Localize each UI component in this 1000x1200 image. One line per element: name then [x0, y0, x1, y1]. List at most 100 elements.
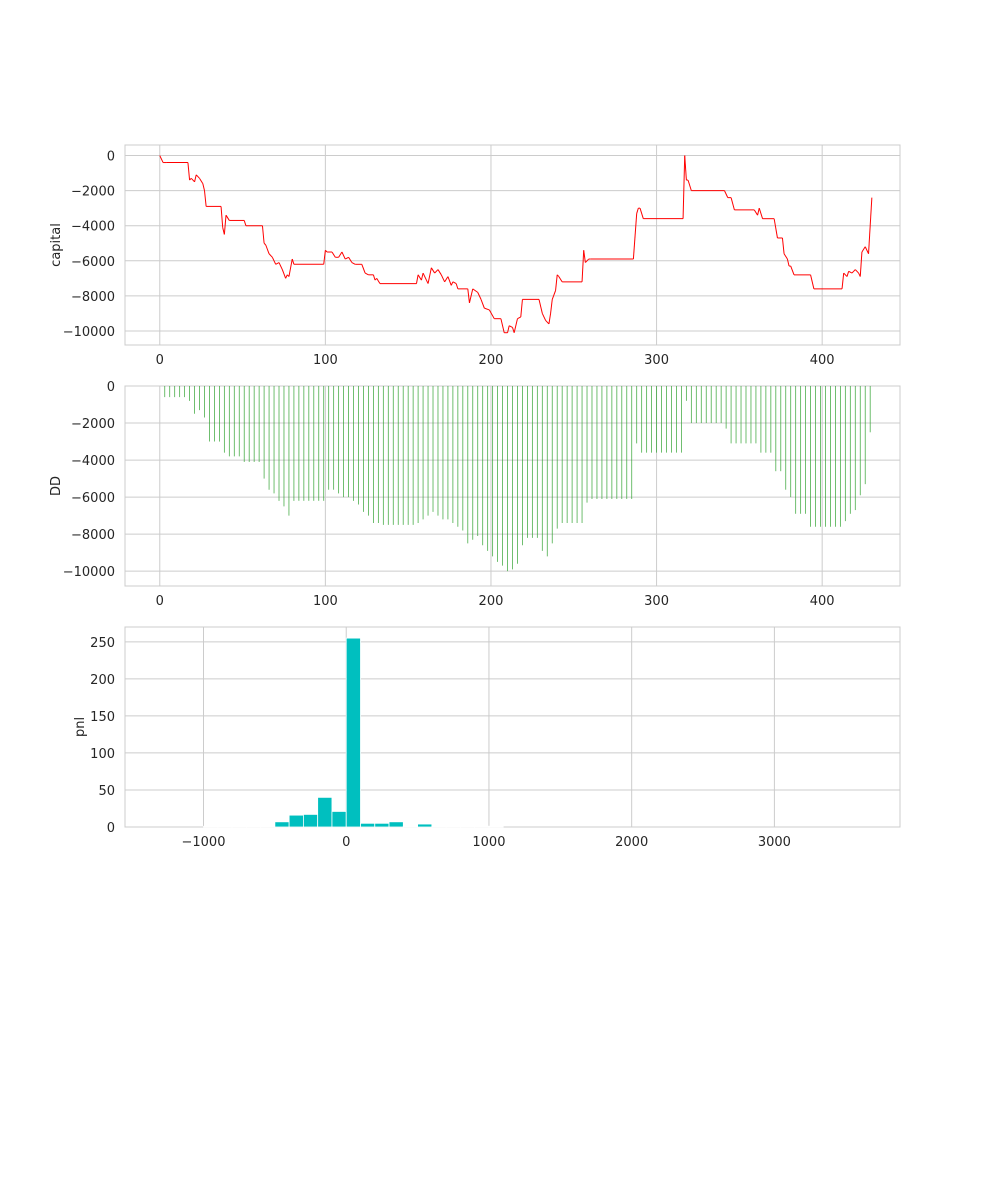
pnl-y-tick-label: 150 [90, 710, 115, 725]
capital-line-segment [268, 253, 273, 258]
capital-line-segment [427, 267, 432, 284]
capital-line-segment [437, 269, 442, 276]
capital-line-segment [220, 206, 224, 228]
capital-plot-frame [124, 144, 901, 346]
capital-line-segment [281, 269, 287, 279]
capital-line-segment [861, 246, 866, 253]
capital-line-segment [468, 288, 474, 304]
capital-line-segment [422, 272, 427, 281]
capital-line-segment [275, 262, 280, 265]
drawdown-x-tick-label: 200 [479, 594, 504, 609]
capital-line-segment [507, 325, 510, 333]
capital-line-segment [190, 177, 195, 183]
capital-line-segment [846, 271, 850, 277]
histogram-bar [417, 823, 433, 828]
pnl-x-tick-label: 0 [342, 835, 350, 850]
capital-line-segment [444, 276, 449, 283]
capital-line-segment [223, 215, 227, 235]
capital-line-segment [753, 209, 759, 216]
capital-line-segment [376, 278, 381, 284]
capital-line-segment [848, 270, 853, 274]
capital-line-segment [773, 218, 778, 239]
histogram-bar [217, 825, 233, 828]
capital-line-segment [243, 220, 247, 226]
capital-line-segment [199, 178, 204, 184]
capital-line-segment [684, 155, 687, 181]
capital-line-segment [480, 299, 485, 309]
capital-line-segment [263, 242, 267, 246]
capital-line-segment [288, 258, 293, 277]
capital-line-segment [484, 307, 490, 311]
drawdown-x-tick-label: 100 [313, 594, 338, 609]
drawdown-y-tick-label: −6000 [71, 491, 115, 506]
capital-line-segment [636, 208, 639, 214]
capital-line-segment [520, 299, 523, 317]
histogram-bar [203, 825, 219, 828]
drawdown-y-tick-label: −4000 [71, 454, 115, 469]
capital-y-tick-label: −6000 [71, 255, 115, 270]
capital-line-segment [558, 276, 563, 283]
capital-line-segment [687, 179, 692, 191]
capital-line-segment [261, 225, 265, 244]
capital-line-segment [430, 267, 436, 274]
capital-line-segment [345, 256, 349, 260]
pnl-axis-label: pnl [73, 717, 88, 737]
capital-line-segment [538, 299, 543, 314]
drawdown-x-tick-label: 300 [644, 594, 669, 609]
capital-line-segment [203, 190, 207, 207]
capital-line-segment [202, 183, 205, 191]
capital-line-segment [843, 272, 848, 277]
capital-line-segment [417, 274, 422, 281]
capital-line-segment [338, 251, 343, 258]
capital-line-segment [341, 251, 346, 260]
capital-line-segment [639, 208, 644, 219]
capital-line-segment [508, 325, 513, 328]
histogram-bar [303, 814, 319, 828]
histogram-bar [331, 811, 347, 828]
capital-line-segment [278, 262, 283, 270]
histogram-bar [388, 821, 404, 828]
capital-line-segment [477, 292, 482, 300]
pnl-y-tick-label: 0 [107, 821, 115, 836]
drawdown-y-tick-label: −2000 [71, 417, 115, 432]
capital-x-tick-label: 0 [156, 353, 164, 368]
capital-line-segment [841, 273, 845, 289]
capital-line-segment [467, 288, 470, 303]
capital-grid [125, 145, 900, 345]
histogram-bar [402, 825, 418, 828]
capital-line-segment [859, 251, 863, 277]
capital-line-segment [783, 253, 788, 260]
capital-line-segment [488, 309, 495, 319]
histogram-bar [245, 825, 261, 828]
pnl-y-tick-label: 100 [90, 747, 115, 762]
capital-line-segment [730, 197, 735, 211]
capital-line-segment [361, 264, 366, 274]
histogram-bar [288, 814, 304, 828]
capital-line-segment [541, 313, 547, 321]
capital-line-segment [434, 269, 439, 274]
capital-line-segment [351, 262, 356, 265]
capital-y-tick-label: −8000 [71, 290, 115, 305]
capital-line-segment [550, 299, 553, 314]
capital-line-segment [781, 237, 785, 254]
drawdown-panel: DD 0 100 200 300 400 0 −2000 −4000 −6000 −8000 −10… [49, 380, 901, 609]
pnl-plot-frame [124, 626, 901, 828]
capital-line-segment [551, 290, 557, 300]
capital-line-segment [724, 190, 729, 198]
capital-line-segment [757, 208, 760, 216]
capital-line-segment [323, 250, 326, 265]
pnl-y-tick-label: 250 [90, 636, 115, 651]
capital-line-segment [415, 274, 419, 284]
capital-line-segment [472, 288, 479, 293]
capital-line-segment [786, 258, 790, 267]
pnl-histogram-panel: pnl −1000 0 1000 2000 3000 0 50 100 150 200 250 [73, 626, 901, 850]
histogram-bar [317, 796, 333, 828]
capital-line-segment [187, 162, 191, 181]
capital-line-segment [194, 174, 197, 182]
capital-line-segment [447, 276, 452, 286]
histogram-bar [431, 825, 447, 828]
histogram-bar [474, 825, 490, 828]
capital-line-segment [584, 258, 590, 263]
capital-line-segment [440, 274, 446, 283]
